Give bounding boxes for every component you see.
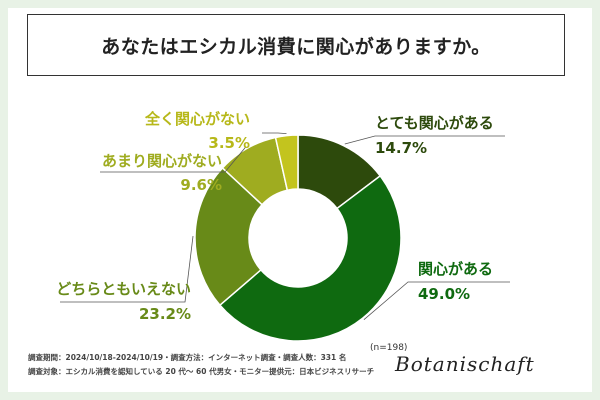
slice-label: とても関心がある: [375, 114, 494, 132]
slice-label: どちらともいえない: [56, 280, 191, 298]
slice-value: 3.5%: [208, 134, 250, 152]
chart-title: あなたはエシカル消費に関心がありますか。: [27, 14, 565, 76]
leader-line: [100, 146, 246, 173]
donut-slice: [274, 134, 299, 192]
sample-size-note: (n=198): [370, 343, 408, 353]
slice-value: 9.6%: [180, 176, 222, 194]
slice-label: あまり関心がない: [101, 152, 222, 170]
slice-value: 14.7%: [375, 139, 428, 157]
leader-line: [363, 281, 510, 321]
slice-label: 全く関心がない: [144, 110, 250, 128]
label-neutral: どちらともいえない 23.2%: [56, 278, 191, 323]
leader-line: [262, 132, 287, 135]
slice-value: 23.2%: [138, 305, 191, 323]
leader-line: [344, 135, 505, 145]
label-interested: 関心がある 49.0%: [418, 258, 493, 303]
slice-label: 関心がある: [418, 260, 494, 278]
slice-value: 49.0%: [418, 285, 471, 303]
footer-survey-info: 調査期間：2024/10/18-2024/10/19・調査方法：インターネット調…: [28, 353, 347, 362]
label-very-interested: とても関心がある 14.7%: [375, 112, 494, 157]
leader-line: [60, 235, 194, 303]
donut-slice: [194, 166, 264, 307]
label-not-very-interested: あまり関心がない 9.6%: [102, 150, 222, 194]
donut-slice: [218, 174, 402, 342]
brand-logo: Botanischaft: [395, 352, 535, 376]
footer-survey-target: 調査対象：エシカル消費を認知している 20 代〜 60 代男女・モニター提供元：…: [28, 367, 375, 376]
label-not-interested: 全く関心がない 3.5%: [145, 108, 250, 152]
